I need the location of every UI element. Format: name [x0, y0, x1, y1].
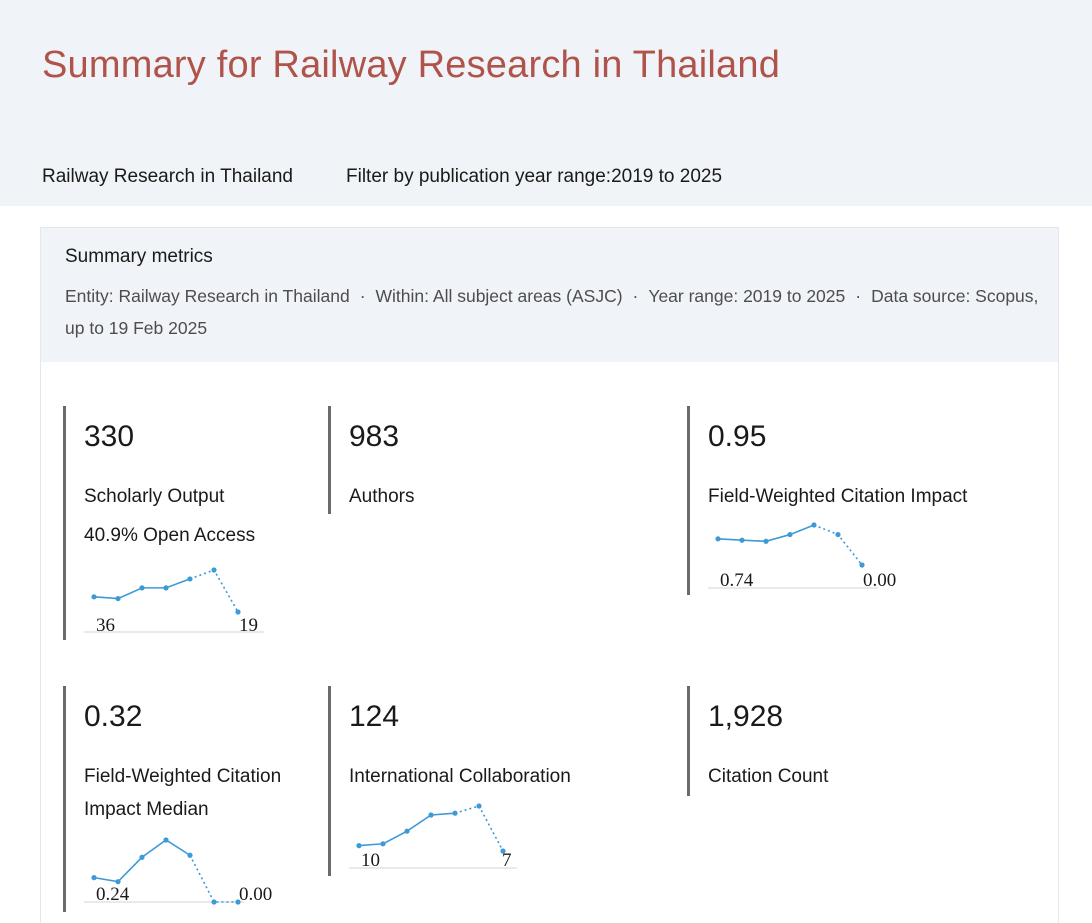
- metric-citation-count[interactable]: 1,928 Citation Count: [687, 686, 987, 796]
- metric-value: 0.95: [708, 420, 767, 453]
- metric-authors[interactable]: 983 Authors: [328, 406, 628, 514]
- metric-international-collaboration[interactable]: 124 International Collaboration: [328, 686, 628, 876]
- sparkline-point: [380, 841, 386, 847]
- sparkline-point: [715, 536, 721, 542]
- metric-value: 0.32: [84, 700, 143, 733]
- summary-subtitle: Entity: Railway Research in Thailand · Wit…: [65, 280, 1045, 344]
- page-title: Summary for Railway Research in Thailand: [42, 44, 781, 86]
- summary-panel-header: Summary metrics Entity: Railway Research…: [41, 228, 1058, 362]
- metric-value: 124: [349, 700, 400, 733]
- sparkline-point: [787, 531, 793, 538]
- filter-label: Filter by publication year range:: [346, 166, 612, 187]
- sparkline-point: [835, 531, 841, 538]
- metric-label: Authors: [349, 486, 415, 507]
- metric-scholarly-output[interactable]: 330 Scholarly Output 40.9% Open Access: [63, 406, 313, 640]
- summary-data-source: Data source: Scopus, up to 19 Feb 2025: [65, 286, 1039, 338]
- scholarly-output-sparkline: 36 19: [84, 567, 264, 636]
- sparkline-point: [163, 585, 169, 591]
- spark-start-label: 0.74: [720, 570, 754, 591]
- summary-metrics-panel: Summary metrics Entity: Railway Research…: [40, 227, 1059, 923]
- sparkline-point: [139, 585, 145, 591]
- spark-end-label: 7: [502, 850, 512, 871]
- sparkline-point: [859, 562, 865, 568]
- sparkline-point: [235, 609, 241, 615]
- spark-start-label: 10: [361, 850, 380, 871]
- sparkline-point: [763, 538, 769, 544]
- sparkline-partial-line: [454, 805, 504, 852]
- summary-entity: Entity: Railway Research in Thailand: [65, 286, 350, 306]
- spark-end-label: 0.00: [239, 884, 272, 905]
- sparkline-point: [428, 812, 434, 818]
- metric-label: Field-Weighted Citation Impact: [708, 486, 968, 507]
- sparkline-point: [452, 810, 458, 816]
- metric-value: 330: [84, 420, 135, 453]
- metric-label: Scholarly Output: [84, 486, 225, 507]
- sparkline-point: [115, 879, 121, 885]
- sparkline-point: [139, 854, 145, 860]
- summary-within: Within: All subject areas (ASJC): [375, 286, 623, 306]
- separator: ·: [632, 286, 639, 306]
- sparkline-point: [187, 852, 193, 858]
- sparkline-point: [91, 594, 97, 600]
- metric-fwci[interactable]: 0.95 Field-Weighted Citation Impact: [687, 406, 1027, 595]
- sparkline-point: [235, 899, 241, 905]
- sparkline-partial-line: [189, 569, 239, 613]
- sparkline-partial-line: [813, 524, 863, 566]
- metric-value: 983: [349, 420, 400, 453]
- sparkline-point: [163, 837, 169, 843]
- sparkline-point: [404, 828, 410, 834]
- fwci-sparkline: 0.74 0.00: [708, 522, 896, 591]
- metric-fwci-median[interactable]: 0.32 Field-Weighted Citation Impact Medi…: [63, 686, 313, 912]
- spark-start-label: 0.24: [96, 884, 130, 905]
- metric-label: International Collaboration: [349, 766, 571, 787]
- sparkline-point: [211, 899, 217, 905]
- spark-end-label: 0.00: [863, 570, 896, 591]
- spark-start-label: 36: [96, 615, 115, 636]
- sparkline-line: [93, 839, 191, 883]
- entity-name: Railway Research in Thailand: [42, 166, 293, 187]
- sparkline-point: [500, 848, 506, 854]
- metric-label: Citation Count: [708, 766, 829, 787]
- sparkline-point: [356, 843, 362, 849]
- sparkline-point: [211, 567, 217, 573]
- summary-title: Summary metrics: [65, 246, 213, 267]
- sparkline-point: [187, 576, 193, 582]
- filter-value[interactable]: 2019 to 2025: [611, 166, 723, 187]
- metric-value: 1,928: [708, 700, 784, 733]
- separator: ·: [359, 286, 366, 306]
- summary-year-range: Year range: 2019 to 2025: [648, 286, 846, 306]
- sparkline-point: [91, 875, 97, 881]
- international-collaboration-sparkline: 10 7: [349, 803, 517, 871]
- sparkline-point: [476, 803, 482, 809]
- sparkline-point: [811, 522, 817, 528]
- page-header: Summary for Railway Research in Thailand…: [0, 0, 1092, 206]
- separator: ·: [855, 286, 862, 306]
- open-access-percentage: 40.9% Open Access: [84, 525, 256, 546]
- spark-end-label: 19: [239, 615, 258, 636]
- metric-label: Field-Weighted Citation Impact Median: [84, 766, 282, 820]
- sparkline-point: [739, 537, 745, 543]
- sparkline-partial-line: [189, 854, 238, 903]
- sparkline-point: [115, 595, 121, 602]
- year-range-filter[interactable]: Filter by publication year range:2019 to…: [346, 166, 722, 188]
- fwci-median-sparkline: 0.24 0.00: [84, 837, 272, 905]
